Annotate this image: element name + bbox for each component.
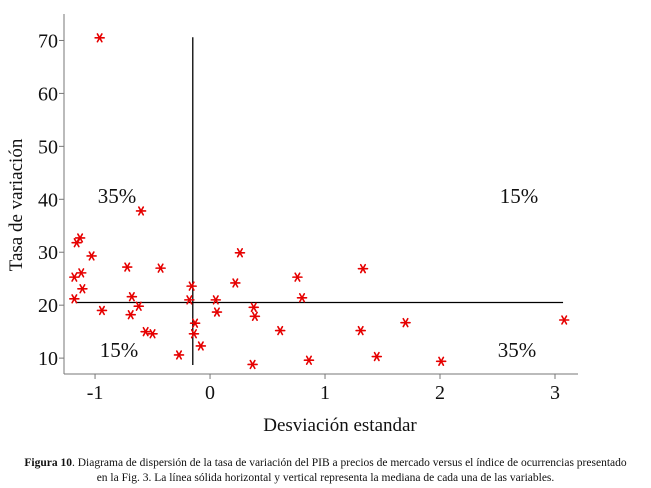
scatter-point <box>400 317 411 328</box>
scatter-point <box>96 305 108 316</box>
scatter-point <box>155 263 166 273</box>
y-tick-label: 70 <box>38 30 58 52</box>
median-lines <box>75 37 564 365</box>
scatter-point <box>69 272 80 282</box>
scatter-point <box>147 329 158 339</box>
scatter-point <box>247 359 258 370</box>
scatter-point <box>125 310 136 320</box>
y-axis-label: Tasa de variación <box>6 138 27 271</box>
data-points <box>69 33 570 370</box>
x-tick-label: 3 <box>550 382 560 404</box>
quadrant-label-bottom-right: 35% <box>498 338 537 362</box>
scatter-point <box>69 294 80 304</box>
scatter-point <box>234 248 246 258</box>
y-tick-label: 30 <box>38 242 58 264</box>
scatter-point <box>296 293 308 303</box>
scatter-point <box>133 301 145 311</box>
scatter-point <box>75 268 87 278</box>
scatter-point <box>357 263 369 274</box>
quadrant-label-top-right: 15% <box>500 184 539 208</box>
y-tick-label: 20 <box>38 295 58 317</box>
x-axis-label: Desviación estandar <box>263 415 417 436</box>
scatter-point <box>71 238 82 248</box>
scatter-point <box>121 262 133 272</box>
scatter-point <box>274 325 286 336</box>
scatter-point <box>186 281 197 291</box>
quadrant-label-bottom-left: 15% <box>100 338 139 362</box>
scatter-point <box>188 329 200 339</box>
scatter-point <box>210 295 222 305</box>
scatter-point <box>230 278 241 288</box>
scatter-point <box>249 311 261 321</box>
scatter-point <box>195 341 207 351</box>
x-tick-label: 0 <box>205 382 215 404</box>
x-tick-label: 1 <box>320 382 330 404</box>
scatter-point <box>77 284 88 294</box>
tick-labels: 10 20 30 40 50 60 70 -1 0 1 2 3 <box>38 30 560 404</box>
y-tick-label: 10 <box>38 348 58 370</box>
scatter-point <box>140 326 151 337</box>
scatter-point <box>86 251 97 261</box>
y-tick-label: 60 <box>38 83 58 105</box>
scatter-point <box>189 318 201 328</box>
scatter-point <box>135 206 147 216</box>
scatter-point <box>355 325 366 336</box>
scatter-chart: 10 20 30 40 50 60 70 -1 0 1 2 3 35% 15% 15% 35% Desvia… <box>6 14 578 436</box>
figure-caption: Figura 10. Diagrama de dispersión de la … <box>20 456 631 486</box>
x-tick-label: -1 <box>87 382 104 404</box>
scatter-point <box>94 33 105 43</box>
quadrant-label-top-left: 35% <box>98 184 137 208</box>
scatter-point <box>211 307 223 317</box>
scatter-point <box>558 315 570 325</box>
scatter-point <box>371 351 383 362</box>
scatter-point <box>292 272 303 282</box>
quadrant-labels: 35% 15% 15% 35% <box>98 184 539 362</box>
scatter-point <box>184 295 195 305</box>
scatter-point <box>126 292 138 302</box>
scatter-point <box>303 355 315 365</box>
scatter-point <box>435 356 447 366</box>
caption-text: . Diagrama de dispersión de la tasa de v… <box>71 457 627 484</box>
caption-label: Figura 10 <box>24 457 72 469</box>
y-tick-label: 50 <box>38 136 58 158</box>
scatter-point <box>248 302 260 312</box>
y-tick-label: 40 <box>38 189 58 211</box>
x-tick-label: 2 <box>435 382 445 404</box>
scatter-point <box>173 350 185 360</box>
axes <box>59 14 578 379</box>
